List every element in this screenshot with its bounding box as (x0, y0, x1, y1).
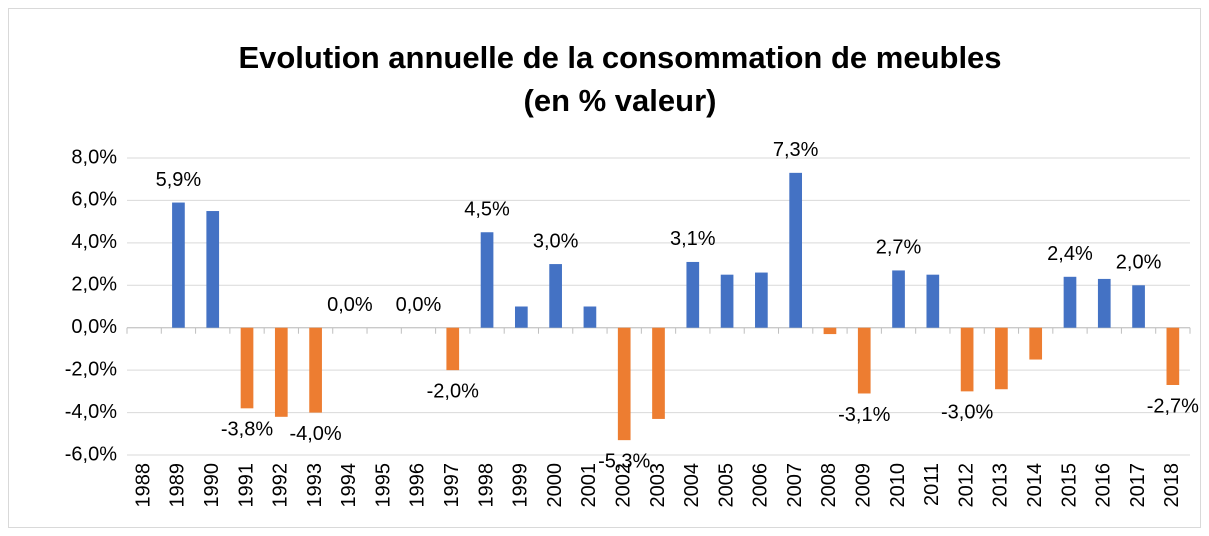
bar (857, 327, 871, 394)
bar (206, 211, 220, 328)
bar (823, 327, 837, 335)
x-tick-label: 1998 (475, 463, 497, 508)
x-tick-label: 1996 (407, 463, 429, 508)
bar (1063, 276, 1077, 328)
x-tick-label: 2001 (578, 463, 600, 508)
y-tick-label: 8,0% (71, 146, 117, 168)
bar (789, 172, 803, 328)
y-tick-label: 2,0% (71, 274, 117, 296)
bar (652, 327, 665, 419)
y-tick-label: -2,0% (65, 358, 117, 380)
x-tick-label: 1992 (270, 463, 292, 508)
chart-title: Evolution annuelle de la consommation de… (238, 40, 1001, 75)
bar (995, 327, 1008, 390)
x-tick-label: 1999 (510, 463, 532, 508)
bar (274, 327, 288, 417)
x-tick-label: 1995 (372, 463, 394, 508)
x-tick-label: 2003 (647, 463, 669, 508)
x-tick-label: 2015 (1058, 463, 1080, 508)
bar (755, 272, 768, 328)
bar (172, 202, 185, 328)
bar (1132, 285, 1145, 328)
data-label: 2,0% (1116, 252, 1162, 274)
bar (720, 274, 734, 328)
x-tick-label: 2014 (1024, 463, 1046, 508)
data-label: 2,4% (1047, 243, 1093, 265)
x-tick-label: 2005 (715, 463, 737, 508)
x-tick-label: 2004 (681, 463, 703, 508)
data-label: 7,3% (773, 139, 819, 161)
bar (926, 274, 940, 328)
data-label: 0,0% (327, 294, 373, 316)
data-label: 2,7% (876, 237, 922, 259)
y-tick-label: 4,0% (71, 231, 117, 253)
x-tick-label: 2013 (990, 463, 1012, 508)
x-tick-label: 2009 (853, 463, 875, 508)
bar (1097, 278, 1111, 328)
bar (583, 306, 597, 328)
y-tick-label: 6,0% (71, 189, 117, 211)
x-tick-label: 1997 (441, 463, 463, 508)
data-label: -4,0% (289, 423, 341, 445)
chart-title: (en % valeur) (524, 83, 717, 118)
y-tick-label: 0,0% (71, 316, 117, 338)
x-tick-label: 2018 (1161, 463, 1183, 508)
x-tick-label: 2010 (887, 463, 909, 508)
bar (1166, 327, 1180, 385)
bar (309, 327, 322, 413)
x-tick-label: 2017 (1127, 463, 1149, 508)
y-tick-label: -4,0% (65, 401, 117, 423)
x-tick-label: 2000 (544, 463, 566, 508)
x-tick-label: 2007 (784, 463, 806, 508)
x-tick-label: 1994 (338, 463, 360, 508)
x-tick-label: 2012 (955, 463, 977, 508)
x-tick-label: 2002 (612, 463, 634, 508)
data-label: 0,0% (396, 294, 442, 316)
data-label: 4,5% (464, 199, 510, 221)
bar (480, 232, 494, 328)
x-tick-label: 2011 (921, 463, 943, 506)
bar (1029, 327, 1043, 360)
x-tick-label: 1990 (201, 463, 223, 508)
bar (892, 270, 905, 328)
bar (446, 327, 460, 371)
data-label: -5,3% (598, 450, 650, 472)
data-label: -2,0% (427, 380, 479, 402)
x-tick-label: 1993 (304, 463, 326, 508)
data-label: -3,8% (221, 419, 273, 441)
bar (960, 327, 974, 392)
x-tick-label: 1989 (167, 463, 189, 508)
data-label: 5,9% (156, 169, 202, 191)
x-tick-label: 1988 (132, 463, 154, 508)
x-tick-label: 2006 (750, 463, 772, 508)
bar (617, 327, 631, 441)
data-label: 3,0% (533, 230, 579, 252)
data-label: -2,7% (1147, 395, 1199, 417)
data-label: 3,1% (670, 228, 716, 250)
x-tick-label: 2008 (818, 463, 840, 508)
bar (686, 261, 700, 328)
data-label: -3,1% (838, 404, 890, 426)
data-label: -3,0% (941, 402, 993, 424)
x-tick-label: 1991 (235, 463, 257, 508)
bar (514, 306, 528, 328)
y-tick-label: -6,0% (65, 443, 117, 465)
bar (240, 327, 254, 409)
bar (549, 264, 562, 328)
x-tick-label: 2016 (1093, 463, 1115, 508)
